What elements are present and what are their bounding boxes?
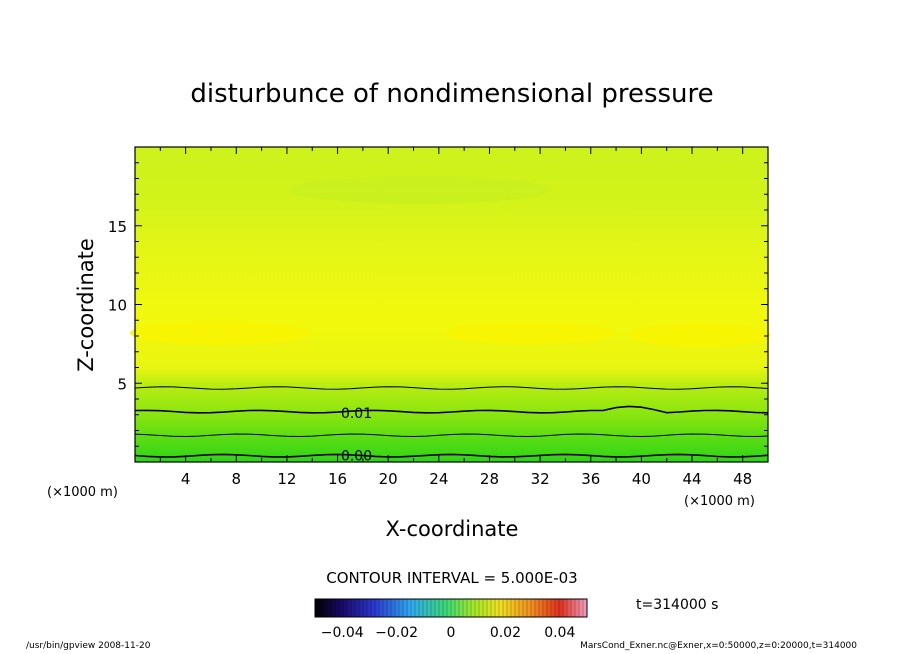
y-axis-label: Z-coordinate (74, 238, 98, 372)
colorbar-tick-label: 0.02 (490, 625, 521, 641)
footer-left: /usr/bin/gpview 2008-11-20 (26, 641, 151, 651)
x-tick-label: 32 (531, 470, 550, 488)
y-tick-label: 15 (108, 218, 127, 236)
colorbar-tick-label: 0 (447, 625, 456, 641)
chart-title: disturbunce of nondimensional pressure (190, 79, 713, 109)
x-tick-label: 12 (277, 470, 296, 488)
x-tick-label: 44 (682, 470, 701, 488)
colorbar-gradient (315, 599, 587, 617)
x-tick-label: 28 (480, 470, 499, 488)
colorbar-tick-label: −0.04 (321, 625, 364, 641)
x-ticks: 4 8 12 16 20 24 28 32 36 40 44 48 (159, 147, 769, 488)
x-tick-label: 40 (632, 470, 651, 488)
colorbar: −0.04 −0.02 0 0.02 0.04 (314, 598, 588, 641)
time-label: t=314000 s (636, 597, 718, 613)
contour-line (134, 386, 769, 390)
contour-label: 0.01 (341, 406, 372, 422)
x-axis-label: X-coordinate (386, 517, 519, 541)
x-tick-label: 20 (379, 470, 398, 488)
footer-right: MarsCond_Exner.nc@Exner,x=0:50000,z=0:20… (580, 641, 857, 651)
contour-interval-text: CONTOUR INTERVAL = 5.000E-03 (326, 569, 577, 587)
x-tick-label: 4 (181, 470, 191, 488)
y-axis-unit: (×1000 m) (47, 485, 118, 500)
x-tick-label: 48 (733, 470, 752, 488)
x-tick-label: 36 (581, 470, 600, 488)
contour-line (134, 453, 769, 458)
colorbar-tick-label: 0.04 (544, 625, 575, 641)
y-ticks: 5 10 15 (108, 162, 768, 447)
contour-line (134, 405, 769, 414)
peak-patch-center (445, 322, 615, 344)
colorbar-stripes (318, 599, 584, 617)
y-tick-label: 10 (108, 297, 127, 315)
colorbar-tick-labels: −0.04 −0.02 0 0.02 0.04 (321, 625, 576, 641)
peak-patch-left (130, 321, 310, 345)
x-tick-label: 8 (232, 470, 242, 488)
contour-labels: 0.01 0.00 (341, 406, 372, 465)
y-tick-label: 5 (117, 375, 127, 393)
x-tick-label: 24 (429, 470, 448, 488)
x-tick-label: 16 (328, 470, 347, 488)
contour-line (134, 433, 769, 438)
colorbar-frame (314, 598, 588, 618)
x-axis-unit: (×1000 m) (684, 494, 755, 509)
upper-patch (290, 176, 550, 204)
contour-lines (134, 386, 769, 458)
colorbar-tick-label: −0.02 (375, 625, 418, 641)
contour-label: 0.00 (341, 449, 372, 465)
peak-patch-right (630, 323, 770, 347)
